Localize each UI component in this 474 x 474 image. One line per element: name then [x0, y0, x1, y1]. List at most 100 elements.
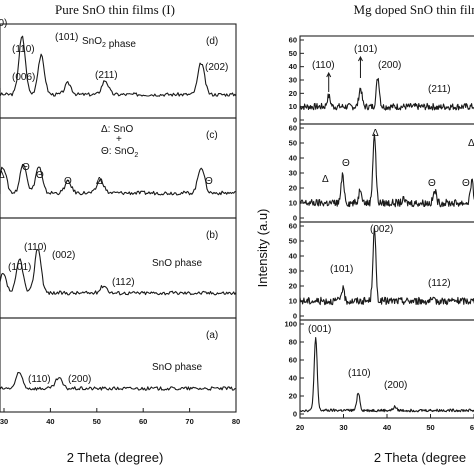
right-ytick-label: 80 — [289, 338, 297, 347]
left-plot-group: (110) (101) (200) (006) (211) (202) (d) SnO2 ph… — [0, 18, 240, 426]
right-ytick-label: 40 — [289, 374, 297, 383]
left-xtick-label: 40 — [46, 417, 54, 426]
right-ytick-label: 20 — [289, 184, 297, 193]
right-panel-b: 0 10 20 30 40 50 60 (101) (002) (112) — [289, 221, 474, 321]
right-peak-label-a: (200) — [384, 380, 407, 391]
right-peak-label-a: (110) — [348, 368, 371, 379]
left-peak-label-a: (200) — [68, 374, 91, 385]
right-ytick-label: 60 — [289, 36, 297, 45]
right-ytick-label: 40 — [289, 62, 297, 71]
left-title: Pure SnO thin films (I) — [55, 2, 175, 17]
right-peak-label-d: (110) — [312, 60, 335, 71]
right-ytick-label: 40 — [289, 252, 297, 261]
right-peak-label-c: Δ — [372, 128, 379, 139]
right-plot-group: 0 10 20 30 40 50 60 (110) (101) (200) (211) 0 10 20 30… — [284, 35, 474, 432]
right-peak-label-d: (211) — [428, 84, 451, 95]
left-panel-b: (101) (110) (002) (112) (b) SnO phase — [0, 217, 237, 319]
left-panel-frame — [0, 317, 237, 413]
left-panel-label-a: (a) — [206, 330, 218, 341]
right-xtick-label: 40 — [383, 423, 391, 432]
left-phase-label-d: SnO2 phase — [82, 36, 136, 50]
left-xtick-label: 80 — [232, 417, 240, 426]
left-peak-label-d: (006) — [12, 72, 35, 83]
right-peak-label-b: (112) — [428, 278, 451, 289]
right-ytick-label: 60 — [289, 124, 297, 133]
left-panel-d: (110) (101) (200) (006) (211) (202) (d) SnO2 ph… — [0, 18, 237, 119]
right-peak-label-c: Δ — [468, 138, 474, 149]
right-trace-c — [299, 133, 474, 208]
right-xtick-label: 20 — [296, 423, 304, 432]
left-peak-label-b: (101) — [8, 262, 31, 273]
left-annotation-line1: Δ: SnO — [101, 124, 133, 135]
right-xtick-label: 30 — [339, 423, 347, 432]
left-peak-label-c: Θ — [64, 176, 72, 187]
left-xtick-label: 70 — [185, 417, 193, 426]
left-peak-label-c: Δ — [0, 170, 5, 181]
right-title: Mg doped SnO thin films — [354, 2, 474, 17]
left-peak-label-d: (110) — [12, 44, 35, 55]
left-trace-c — [0, 163, 236, 196]
right-ytick-label: 100 — [284, 320, 297, 329]
left-peak-label-c: Θ — [36, 170, 44, 181]
right-peak-label-c: Θ — [428, 178, 436, 189]
right-panel-frame — [299, 123, 474, 223]
left-xtick-label: 60 — [139, 417, 147, 426]
right-peak-label-c: Θ — [462, 178, 470, 189]
right-panel-frame — [299, 35, 474, 125]
right-ytick-label: 60 — [289, 356, 297, 365]
left-annotation-line3: Θ: SnO2 — [101, 146, 138, 159]
left-trace-a — [0, 372, 237, 391]
right-panel-a: 0 20 40 60 80 100 (001) (110) (200) — [284, 319, 474, 419]
left-peak-label-d: (101) — [55, 32, 78, 43]
right-panel-c: 0 10 20 30 40 50 60 Δ Θ Δ Θ Θ Δ — [289, 123, 474, 223]
right-ytick-label: 0 — [293, 312, 297, 321]
right-peak-label-d: (101) — [354, 44, 377, 55]
left-peak-label-b: (110) — [24, 242, 47, 253]
right-ytick-label: 20 — [289, 89, 297, 98]
right-ytick-label: 10 — [289, 102, 297, 111]
left-phase-label-b: SnO phase — [152, 258, 202, 269]
left-peak-label-a: (110) — [28, 374, 51, 385]
left-peak-label-b: (002) — [52, 250, 75, 261]
right-ytick-label: 0 — [293, 116, 297, 125]
right-ytick-label: 30 — [289, 169, 297, 178]
right-panel-frame — [299, 221, 474, 321]
right-panel-frame — [299, 319, 474, 419]
left-peak-label-d: (211) — [95, 70, 118, 81]
right-ytick-label: 0 — [293, 410, 297, 419]
right-ylabel: Intensity (a.u) — [255, 209, 270, 288]
right-ytick-label: 10 — [289, 199, 297, 208]
left-panel-label-b: (b) — [206, 230, 218, 241]
left-peak-label-b: (112) — [112, 277, 135, 288]
left-xtick-label: 30 — [0, 417, 8, 426]
left-phase-label-a: SnO phase — [152, 362, 202, 373]
right-ytick-label: 50 — [289, 139, 297, 148]
right-arrow-110 — [326, 71, 332, 92]
right-peak-label-c: Θ — [342, 158, 350, 169]
left-xtick-label: 50 — [93, 417, 101, 426]
right-xtick-label: 60 — [470, 423, 474, 432]
left-peak-label-c: Θ — [205, 176, 213, 187]
left-trace-d — [0, 35, 237, 97]
right-trace-b — [299, 227, 474, 306]
right-peak-label-b: (002) — [370, 224, 393, 235]
right-ytick-label: 0 — [293, 214, 297, 223]
right-arrow-101 — [358, 55, 363, 78]
left-panel-label-c: (c) — [206, 130, 218, 141]
right-ytick-label: 50 — [289, 237, 297, 246]
right-peak-label-a: (001) — [308, 324, 331, 335]
left-xlabel: 2 Theta (degree) — [67, 450, 164, 465]
right-peak-label-c: Δ — [322, 174, 329, 185]
right-ytick-label: 50 — [289, 49, 297, 58]
right-ytick-label: 60 — [289, 222, 297, 231]
left-panel-label-d: (d) — [206, 36, 218, 47]
right-xlabel: 2 Theta (degree — [374, 450, 466, 465]
right-ytick-label: 30 — [289, 76, 297, 85]
right-ytick-label: 20 — [289, 282, 297, 291]
left-peak-label-d: (202) — [205, 62, 228, 73]
right-panel-d: 0 10 20 30 40 50 60 (110) (101)(200) (211) — [289, 35, 474, 125]
right-ytick-label: 30 — [289, 267, 297, 276]
right-trace-d — [299, 77, 474, 111]
